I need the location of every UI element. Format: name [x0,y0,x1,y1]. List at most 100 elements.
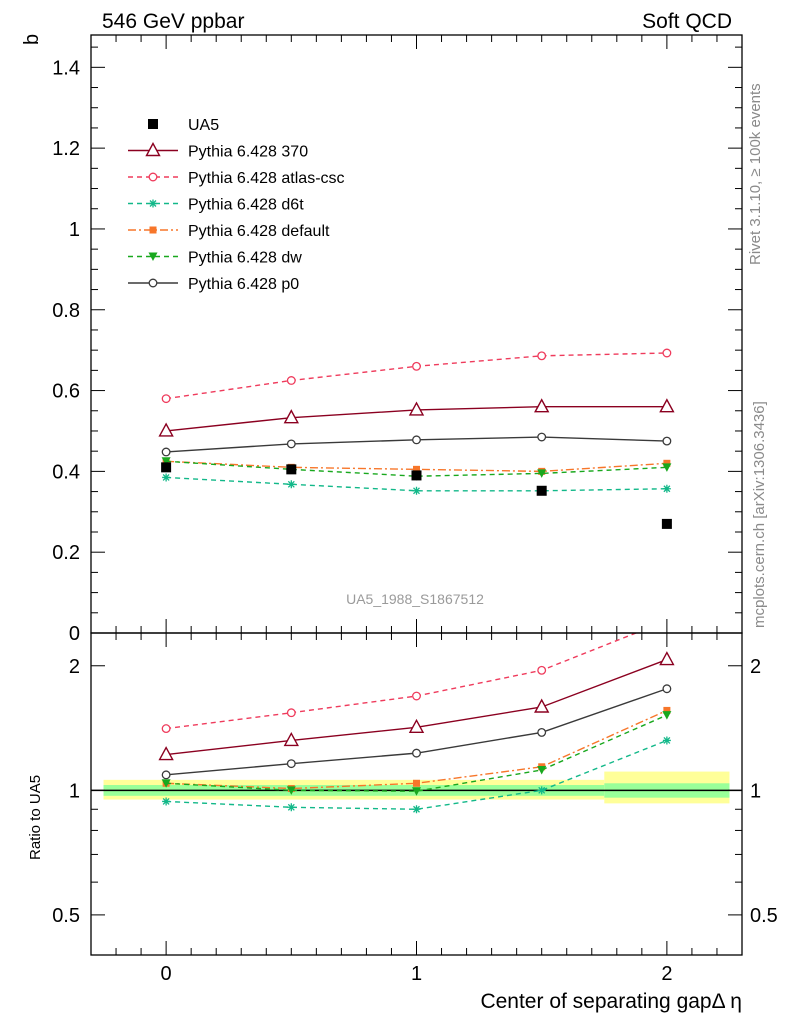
legend-entry-pythia-6-428-p0: Pythia 6.428 p0 [128,276,299,293]
ratio-point-pythia-6-428-d6t [162,797,171,806]
ratio-y-axis-label: Ratio to UA5 [27,775,44,860]
ratio-series-group [158,633,675,814]
ratio-point-pythia-6-428-p0 [161,770,171,780]
point-pythia-6-428-dw [537,469,547,478]
legend-marker [145,142,161,157]
ratio-point-pythia-6-428-370 [283,731,299,747]
main-series-group [158,348,675,529]
point-ua5 [286,464,297,475]
x-tick-label: 2 [661,963,672,985]
ratio-point-pythia-6-428-dw [662,711,672,720]
legend-label: Pythia 6.428 p0 [188,276,299,293]
header-left: 546 GeV ppbar [102,10,244,33]
ratio-point-pythia-6-428-370 [408,718,425,734]
legend-label: Pythia 6.428 d6t [188,197,304,214]
legend-entry-pythia-6-428-atlas-csc: Pythia 6.428 atlas-csc [128,170,345,187]
series-line-pythia-6-428-d6t [166,476,667,492]
point-pythia-6-428-370 [408,401,425,416]
point-pythia-6-428-p0 [412,435,421,445]
point-pythia-6-428-atlas-csc [161,394,171,404]
ratio-panel-frame [90,632,743,956]
ratio-point-pythia-6-428-d6t [412,805,421,814]
legend: UA5 Pythia 6.428 370 Pythia 6.428 atlas-cs… [128,117,345,293]
point-pythia-6-428-atlas-csc [662,348,672,358]
legend-entry-pythia-6-428-370: Pythia 6.428 370 [128,142,308,161]
ratio-y-tick-label-right: 1 [750,780,761,802]
ratio-y-tick-label: 0.5 [52,905,80,927]
main-y-axis-label: b [21,34,43,45]
point-pythia-6-428-d6t [412,486,421,495]
point-pythia-6-428-default [663,459,671,467]
legend-label: Pythia 6.428 default [188,223,330,240]
point-pythia-6-428-dw [161,457,171,466]
ratio-point-pythia-6-428-p0 [286,759,296,769]
legend-marker [149,199,157,208]
legend-marker [148,172,158,182]
ratio-point-pythia-6-428-p0 [412,748,421,758]
main-y-tick-label: 0.8 [52,300,80,322]
ratio-point-pythia-6-428-dw [161,779,171,788]
ratio-point-pythia-6-428-default [663,706,671,714]
legend-label: Pythia 6.428 370 [188,144,308,161]
x-tick-label: 1 [411,963,422,985]
main-y-tick-label: 0 [69,623,80,645]
point-ua5 [161,462,172,473]
series-line-pythia-6-428-default [166,460,667,473]
ratio-point-pythia-6-428-370 [534,698,550,713]
main-y-tick-label: 1 [69,219,80,241]
ratio-line-pythia-6-428-dw [166,714,668,792]
legend-entry-pythia-6-428-dw: Pythia 6.428 dw [128,250,302,267]
point-pythia-6-428-p0 [662,436,672,446]
main-y-tick-label: 1.2 [52,138,80,160]
ratio-point-pythia-6-428-d6t [287,803,296,812]
x-tick-label: 0 [161,963,172,985]
main-y-tick-label: 1.4 [52,57,80,79]
legend-label: UA5 [188,117,219,134]
point-pythia-6-428-370 [283,409,299,424]
ratio-point-pythia-6-428-atlas-csc [537,665,547,675]
ratio-point-pythia-6-428-370 [158,746,174,761]
point-pythia-6-428-370 [534,398,550,413]
ratio-y-tick-label: 1 [69,780,80,802]
ratio-y-tick-label-right: 0.5 [750,905,778,927]
point-pythia-6-428-p0 [537,432,547,442]
ratio-point-pythia-6-428-dw [537,765,547,775]
legend-marker [149,226,157,234]
ratio-line-pythia-6-428-370 [166,658,668,756]
mcplots-credit-text: mcplots.cern.ch [arXiv:1306.3436] [751,401,768,628]
ratio-point-pythia-6-428-370 [659,651,675,666]
ratio-point-pythia-6-428-dw [412,787,421,796]
main-y-tick-label: 0.6 [52,381,80,403]
main-y-tick-label: 0.2 [52,542,80,564]
ratio-line-pythia-6-428-default [166,709,668,790]
ratio-point-pythia-6-428-atlas-csc [412,691,421,701]
point-pythia-6-428-p0 [286,439,296,449]
ratio-point-pythia-6-428-d6t [537,786,546,795]
x-axis-label: Center of separating gapΔ η [480,990,742,1013]
legend-marker [148,119,158,129]
point-pythia-6-428-d6t [287,480,296,489]
point-pythia-6-428-atlas-csc [286,376,296,385]
point-pythia-6-428-370 [659,398,675,413]
legend-marker [148,252,158,261]
main-panel-axes: 0 0.2 0.4 0.6 0.8 1 1.2 1.4 [52,35,742,645]
legend-label: Pythia 6.428 atlas-csc [188,170,345,187]
header-right: Soft QCD [642,10,732,33]
ratio-point-pythia-6-428-default [413,779,420,787]
point-pythia-6-428-d6t [162,473,171,482]
series-line-pythia-6-428-dw [166,460,667,477]
point-ua5 [536,485,547,496]
ratio-point-pythia-6-428-p0 [537,727,547,737]
point-ua5 [411,470,422,481]
ratio-point-pythia-6-428-dw [286,786,296,795]
point-pythia-6-428-p0 [161,447,171,457]
main-y-tick-label: 0.4 [52,461,80,483]
ratio-point-pythia-6-428-d6t [662,736,671,745]
ratio-y-tick-label: 2 [69,656,80,678]
point-pythia-6-428-default [413,465,420,473]
point-pythia-6-428-atlas-csc [412,361,421,371]
point-pythia-6-428-d6t [662,484,671,493]
rivet-version-text: Rivet 3.1.10, ≥ 100k events [747,83,764,265]
legend-entry-pythia-6-428-default: Pythia 6.428 default [128,223,330,240]
